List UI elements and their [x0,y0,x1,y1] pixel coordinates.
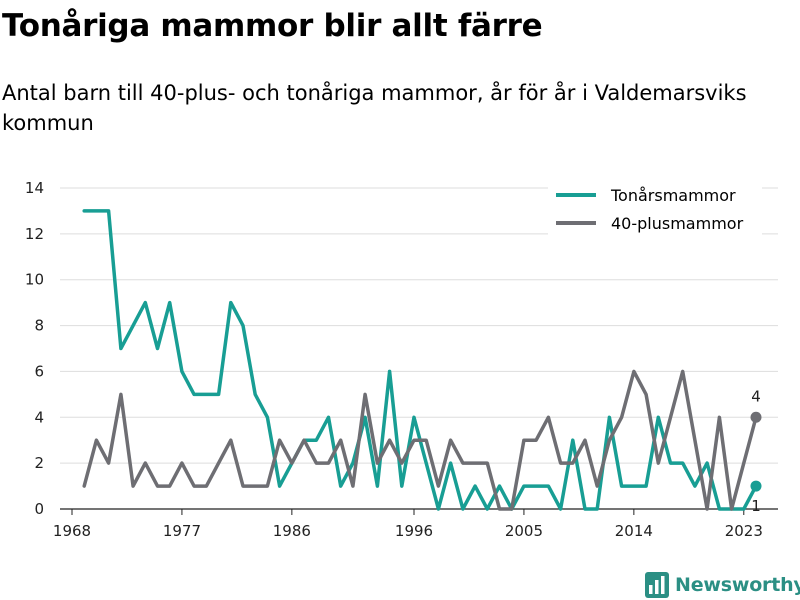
y-tick-label: 2 [34,454,44,472]
brand-name: Newsworthy [675,574,800,596]
series-lines: 14 [82,209,762,515]
x-axis: 1968 1977 1986 1996 2005 2014 2023 [53,509,763,540]
chart-subtitle: Antal barn till 40-plus- och tonåriga ma… [2,81,747,135]
y-tick-label: 14 [25,179,44,197]
legend: Tonårsmammor 40-plusmammor [548,176,762,238]
chart-title: Tonåriga mammor blir allt färre [2,8,543,44]
x-tick-label: 1977 [163,522,201,540]
x-tick-label: 1996 [395,522,433,540]
series-end-label-1: 4 [751,387,761,405]
y-tick-label: 6 [34,362,44,380]
series-end-point-1 [750,411,762,423]
bar-chart-logo-icon [645,572,669,598]
y-tick-label: 0 [34,500,44,518]
y-tick-label: 8 [34,317,44,335]
x-tick-label: 2014 [615,522,653,540]
x-tick-label: 2005 [505,522,543,540]
gridlines [60,187,778,510]
x-tick-label: 1986 [273,522,311,540]
x-tick-label: 2023 [725,522,763,540]
y-tick-label: 4 [34,408,44,426]
y-tick-label: 10 [25,271,44,289]
y-axis-ticks: 0 2 4 6 8 10 12 14 [25,179,44,518]
series-end-label-0: 1 [751,497,761,515]
legend-entry-0: Tonårsmammor [610,186,736,205]
legend-background [548,176,762,238]
series-line-0 [82,209,758,511]
x-tick-label: 1968 [53,522,91,540]
legend-entry-1: 40-plusmammor [611,214,744,233]
brand-logo: Newsworthy [645,570,800,600]
y-tick-label: 12 [25,225,44,243]
series-line-1 [82,369,758,511]
series-end-point-0 [750,480,762,492]
